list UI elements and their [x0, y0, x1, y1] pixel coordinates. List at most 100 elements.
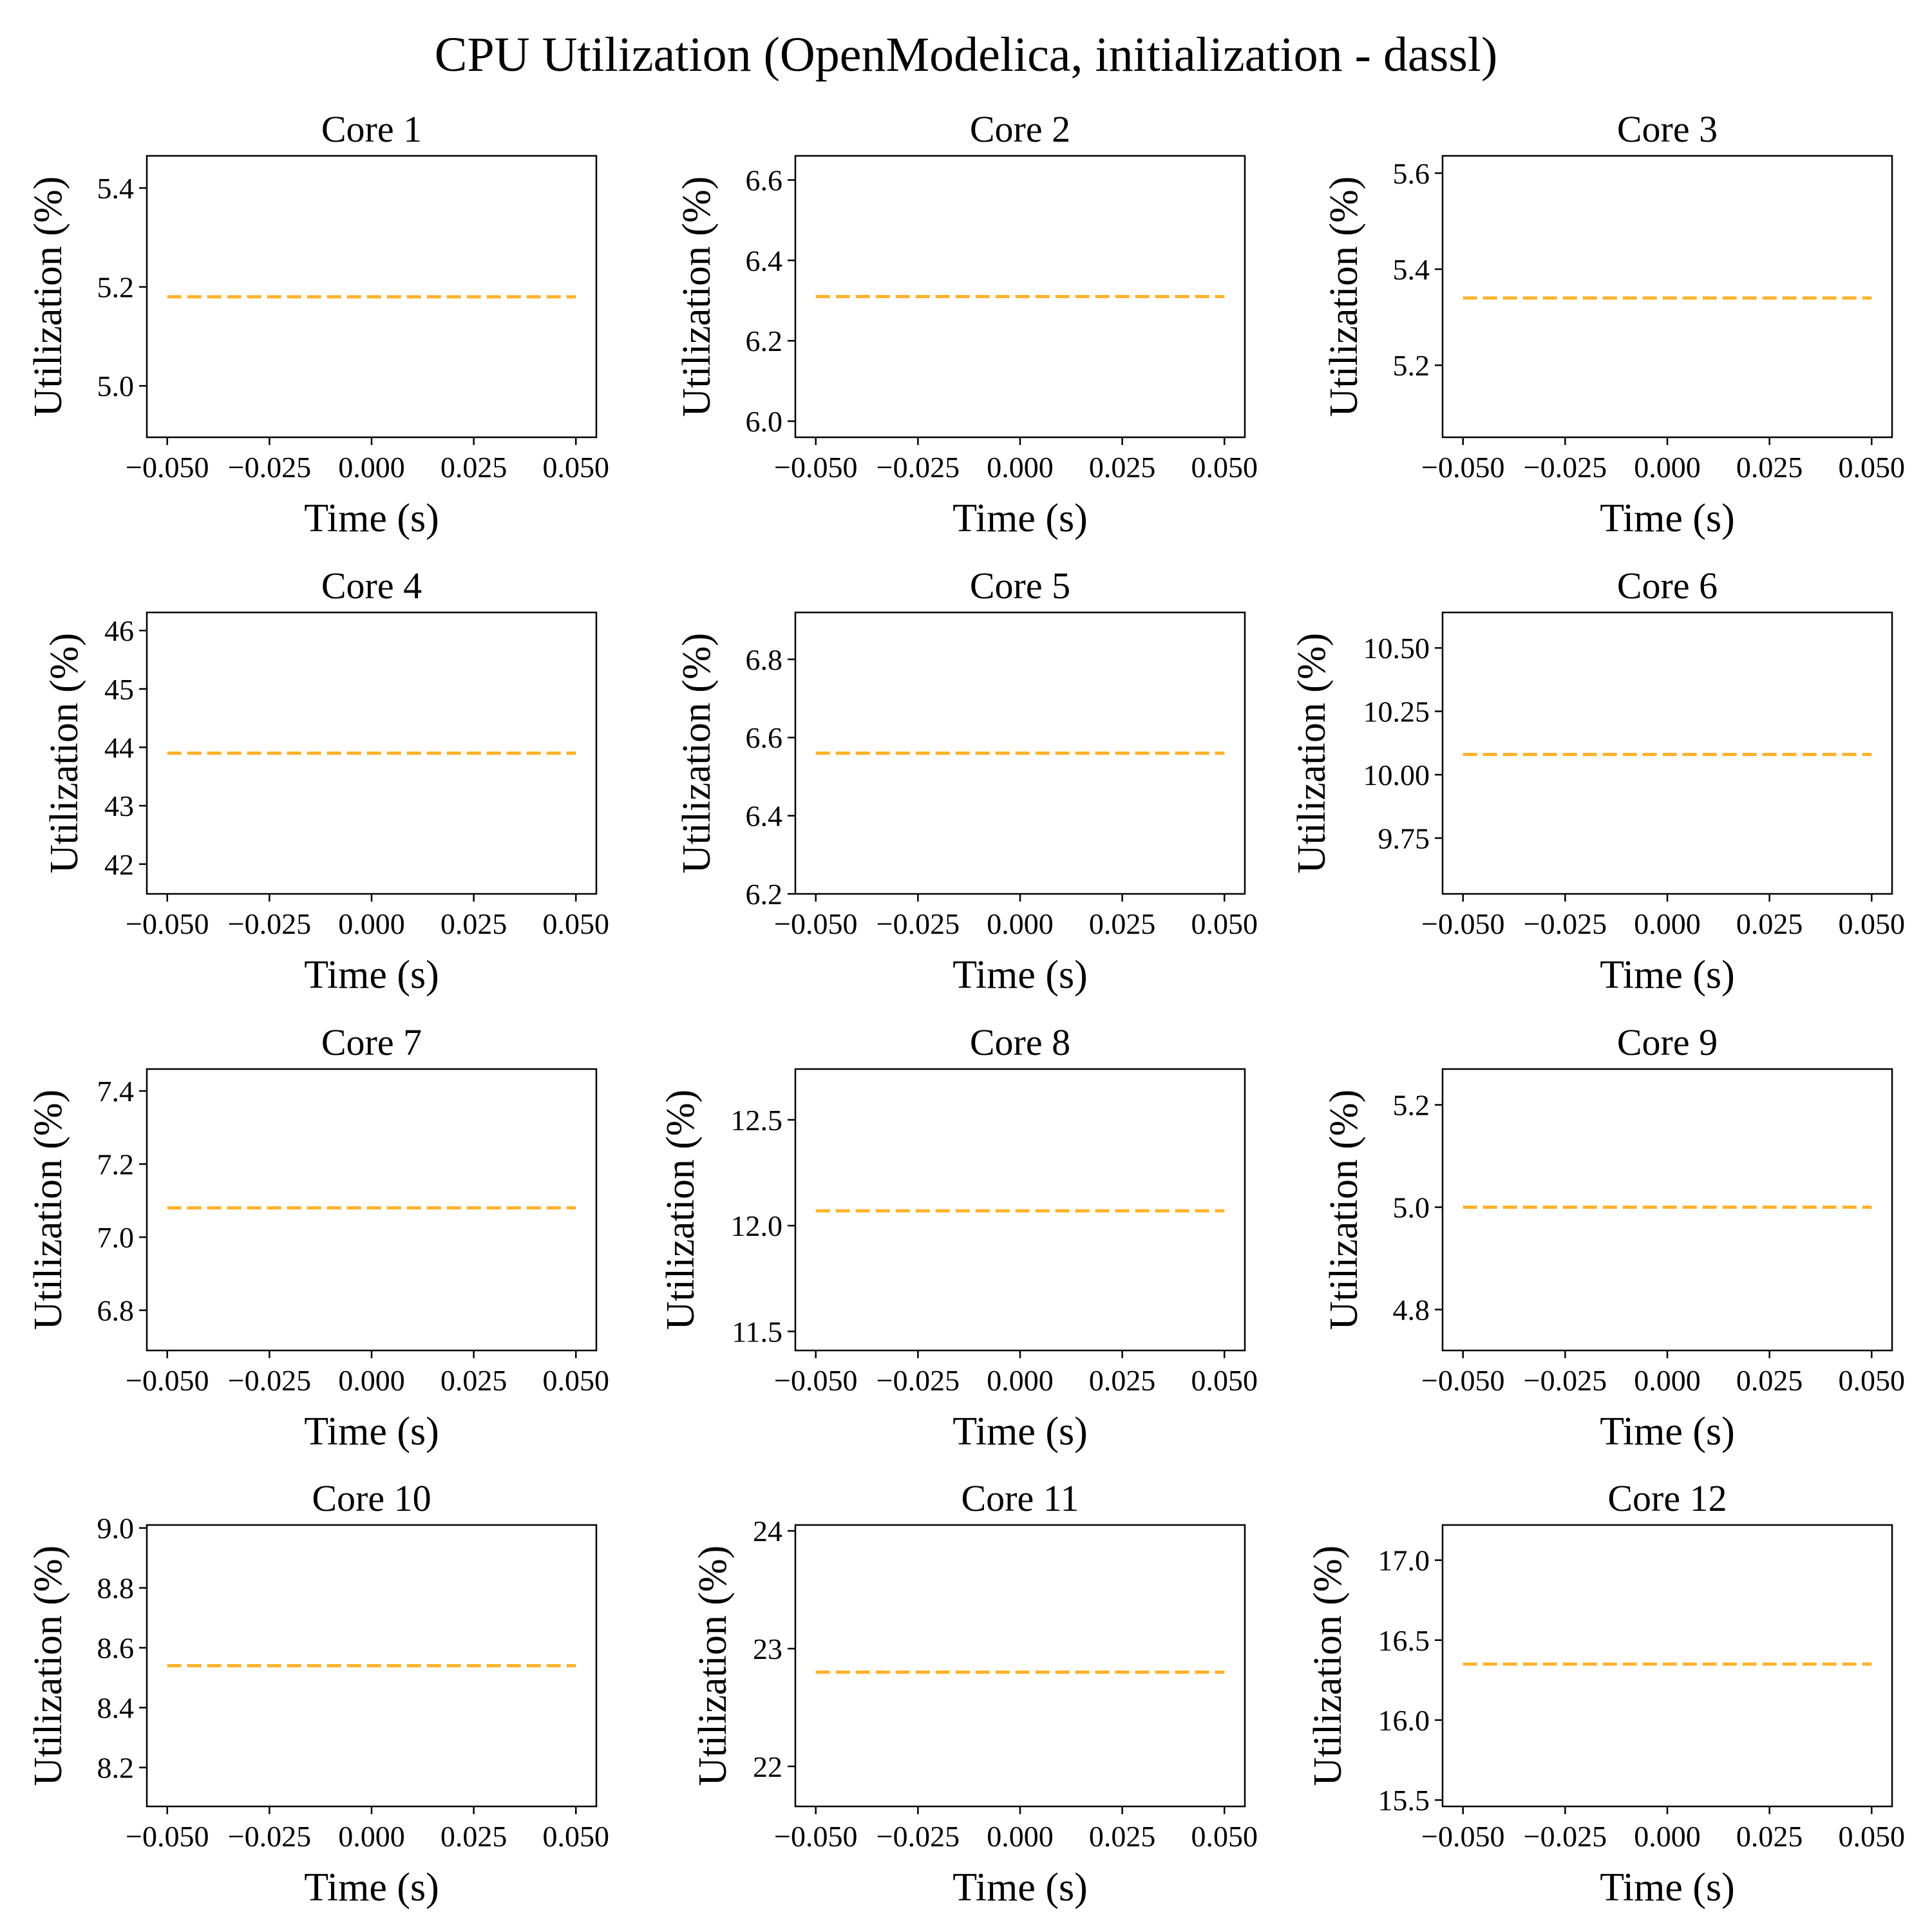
x-tick-label: −0.025 [876, 1820, 960, 1853]
y-tick-label: 7.4 [97, 1075, 135, 1108]
x-tick-label: −0.050 [126, 1820, 209, 1853]
y-axis-label: Utilization (%) [659, 1090, 703, 1331]
y-tick-label: 11.5 [732, 1315, 782, 1348]
x-tick-label: −0.050 [1421, 1364, 1504, 1397]
x-tick-label: 0.025 [440, 1820, 507, 1853]
y-tick-label: 8.8 [97, 1572, 135, 1605]
x-tick-label: 0.000 [987, 1820, 1054, 1853]
y-tick-label: 10.00 [1363, 759, 1430, 791]
x-tick-label: 0.025 [440, 907, 507, 940]
x-tick-label: 0.050 [1191, 451, 1258, 484]
x-tick-label: −0.050 [126, 907, 209, 940]
subplot-core-1: Core 1 −0.050 −0.025 0.000 0.025 0.050 5.0 5.2 5… [26, 108, 609, 540]
y-axis-label: Utilization (%) [1306, 1546, 1350, 1786]
x-axis-label: Time (s) [952, 1410, 1088, 1454]
x-axis-label: Time (s) [1600, 1866, 1735, 1909]
y-tick-label: 15.5 [1378, 1784, 1430, 1817]
y-tick-label: 10.50 [1363, 632, 1430, 665]
subplot-title: Core 3 [1617, 108, 1718, 150]
y-tick-label: 46 [104, 614, 134, 647]
y-tick-label: 43 [104, 790, 134, 822]
x-tick-label: 0.025 [1736, 451, 1803, 484]
x-tick-label: 0.025 [1736, 1364, 1803, 1397]
x-axis-label: Time (s) [952, 1866, 1088, 1909]
subplot-core-9: Core 9 −0.050 −0.025 0.000 0.025 0.050 4.8 5.0 5… [1322, 1021, 1905, 1454]
y-tick-label: 5.0 [1393, 1191, 1430, 1224]
x-tick-label: 0.000 [1634, 1364, 1701, 1397]
y-axis-label: Utilization (%) [691, 1546, 735, 1786]
y-tick-label: 45 [104, 673, 134, 706]
subplot-title: Core 5 [970, 565, 1070, 607]
x-tick-label: 0.000 [1634, 451, 1701, 484]
y-tick-label: 4.8 [1393, 1293, 1430, 1326]
y-tick-label: 8.6 [97, 1632, 135, 1665]
x-tick-label: −0.025 [1524, 1820, 1607, 1853]
x-tick-label: −0.050 [1421, 907, 1504, 940]
y-tick-label: 22 [753, 1750, 782, 1783]
y-tick-label: 6.4 [746, 244, 783, 277]
subplot-title: Core 8 [970, 1021, 1070, 1063]
y-tick-label: 7.2 [97, 1148, 135, 1181]
y-tick-label: 5.0 [97, 370, 135, 402]
y-tick-label: 16.5 [1378, 1624, 1430, 1657]
x-tick-label: −0.050 [774, 1820, 857, 1853]
x-axis-label: Time (s) [304, 1410, 439, 1454]
x-tick-label: 0.050 [1191, 907, 1258, 940]
plot-frame [1441, 1068, 1893, 1352]
y-tick-label: 9.0 [97, 1512, 135, 1545]
x-tick-label: 0.050 [1191, 1364, 1258, 1397]
x-tick-label: −0.025 [228, 1364, 311, 1397]
y-tick-label: 10.25 [1363, 696, 1430, 728]
x-tick-label: −0.050 [1421, 1820, 1504, 1853]
y-tick-label: 5.6 [1393, 157, 1430, 190]
subplot-core-5: Core 5 −0.050 −0.025 0.000 0.025 0.050 6.2 6.4 6… [675, 565, 1258, 997]
x-tick-label: −0.050 [126, 451, 209, 484]
x-tick-label: 0.050 [1839, 1364, 1906, 1397]
y-tick-label: 6.6 [746, 164, 783, 196]
subplot-core-3: Core 3 −0.050 −0.025 0.000 0.025 0.050 5.2 5.4 5… [1322, 108, 1905, 540]
x-axis-label: Time (s) [304, 953, 439, 997]
y-tick-label: 12.5 [731, 1104, 783, 1137]
y-tick-label: 44 [104, 731, 134, 764]
y-axis-label: Utilization (%) [675, 176, 719, 417]
y-tick-label: 8.2 [97, 1752, 135, 1785]
x-axis-label: Time (s) [1600, 953, 1735, 997]
x-tick-label: −0.050 [774, 907, 857, 940]
subplot-core-12: Core 12 −0.050 −0.025 0.000 0.025 0.050 15.5 16… [1306, 1477, 1905, 1909]
x-tick-label: 0.000 [987, 907, 1054, 940]
x-tick-label: 0.000 [338, 1820, 405, 1853]
subplot-title: Core 9 [1617, 1021, 1718, 1063]
subplot-title: Core 11 [961, 1477, 1079, 1519]
x-axis-label: Time (s) [952, 497, 1088, 540]
x-tick-label: −0.025 [228, 907, 311, 940]
figure-title: CPU Utilization (OpenModelica, initializ… [435, 28, 1498, 82]
x-tick-label: −0.050 [1421, 451, 1504, 484]
y-tick-label: 9.75 [1378, 822, 1430, 855]
y-axis-label: Utilization (%) [675, 633, 719, 874]
y-tick-label: 5.4 [1393, 253, 1430, 286]
subplot-title: Core 7 [321, 1021, 422, 1063]
x-tick-label: 0.025 [1736, 1820, 1803, 1853]
y-axis-label: Utilization (%) [26, 176, 70, 417]
y-tick-label: 5.2 [1393, 349, 1430, 382]
x-tick-label: 0.050 [543, 907, 610, 940]
y-tick-label: 6.2 [746, 325, 783, 357]
subplot-core-11: Core 11 −0.050 −0.025 0.000 0.025 0.050 22 23 24… [691, 1477, 1258, 1909]
subplot-core-10: Core 10 −0.050 −0.025 0.000 0.025 0.050 8.2 8.4… [26, 1477, 609, 1909]
x-tick-label: 0.025 [1736, 907, 1803, 940]
subplot-title: Core 12 [1607, 1477, 1727, 1519]
x-tick-label: 0.050 [543, 451, 610, 484]
x-tick-label: 0.050 [1191, 1820, 1258, 1853]
y-axis-label: Utilization (%) [1322, 1090, 1366, 1331]
x-tick-label: 0.050 [1839, 1820, 1906, 1853]
y-tick-label: 42 [104, 848, 134, 881]
x-tick-label: −0.025 [228, 1820, 311, 1853]
x-tick-label: 0.025 [1089, 451, 1156, 484]
y-tick-label: 6.0 [746, 405, 783, 438]
x-tick-label: 0.025 [440, 1364, 507, 1397]
x-tick-label: 0.025 [440, 451, 507, 484]
y-tick-label: 16.0 [1378, 1704, 1430, 1737]
x-axis-label: Time (s) [1600, 1410, 1735, 1454]
subplot-core-6: Core 6 −0.050 −0.025 0.000 0.025 0.050 9.75 10.… [1290, 565, 1905, 997]
subplot-title: Core 10 [312, 1477, 431, 1519]
